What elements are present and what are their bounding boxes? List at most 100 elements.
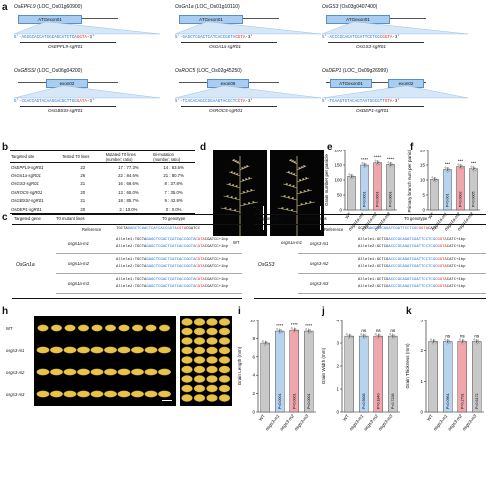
significance-stars: ns	[376, 328, 382, 333]
table-cell: 13 : 65.0%	[118, 189, 139, 195]
data-point	[361, 335, 364, 337]
mutation-size: +1bp	[456, 278, 466, 282]
grain	[131, 368, 144, 376]
seq-flank: CGATCC	[204, 258, 219, 262]
exon-label: exon01	[208, 17, 223, 22]
grain	[218, 318, 231, 326]
mutant-line-name: osgn1a-m3	[68, 281, 89, 286]
seq-flank: CATC	[446, 238, 457, 242]
data-point	[264, 344, 267, 346]
data-point	[470, 165, 473, 168]
panicle-branch	[229, 171, 241, 177]
data-point	[474, 340, 477, 343]
data-point	[433, 180, 436, 183]
seq-target: GAGCTCGACTCATCACCGGTA	[146, 245, 196, 249]
grain	[206, 318, 218, 326]
data-point	[389, 333, 392, 335]
data-point	[432, 178, 435, 181]
mutant-line-name: osgs3-m1	[310, 241, 329, 246]
panicle-grain	[305, 177, 308, 179]
data-point	[478, 341, 481, 344]
sgrna-sequence: 5'-ACCCGCAGATCGATTCCTCGCGGTA-3'	[322, 36, 400, 40]
bar	[344, 335, 354, 413]
grain	[181, 394, 193, 402]
allele-label: Allele2:	[116, 245, 135, 249]
sgrna-sequence: 5'-AGGGCACCATGGCAGCATCTCAGGTA-3'	[14, 36, 94, 40]
significance-stars: ns	[460, 333, 466, 338]
data-point	[365, 165, 368, 167]
seq-target: GAGCTCGACTCATCACCGGTA	[127, 227, 177, 231]
sgrna-sequence: 5'-TGAAGTGTACAGTAATGGCGTTGTA-3'	[322, 100, 400, 104]
panicle-branch	[286, 171, 298, 177]
panicle-grain	[283, 195, 286, 197]
data-point	[471, 167, 474, 170]
grain	[193, 327, 206, 336]
zoom-wedge-shape	[174, 86, 322, 99]
seq-flank: CATC	[446, 265, 457, 269]
data-point	[448, 339, 450, 342]
mutant-line-name: osgs3-m3	[310, 281, 329, 286]
data-point	[310, 331, 313, 333]
data-point	[432, 342, 435, 345]
grain	[193, 318, 206, 326]
significance-stars: ns	[445, 333, 451, 338]
data-point	[431, 176, 434, 179]
zoom-wedge	[13, 22, 161, 35]
panicle-branch	[239, 165, 250, 171]
data-point	[474, 168, 477, 171]
grain	[104, 346, 117, 354]
genotype-rule-bottom	[12, 298, 242, 299]
data-point	[309, 329, 311, 331]
panicle-branch	[280, 195, 298, 201]
panicle-branch	[296, 189, 313, 195]
data-point	[307, 332, 310, 334]
exon-label: exon02	[398, 81, 414, 86]
mutant-line-name: osgs3-m2	[310, 261, 329, 266]
data-point	[276, 328, 279, 330]
table-cell: 17 : 77.3%	[118, 164, 139, 170]
grain	[206, 365, 218, 374]
bar-chart-k: 0 1 2 3 Grain Thickness (mm) WT ns P=0.0961 osgs…	[405, 320, 484, 431]
zoom-wedge	[174, 22, 322, 35]
grain	[117, 346, 131, 354]
data-point	[447, 167, 450, 170]
data-point	[361, 162, 364, 164]
zoom-wedge-shape	[13, 86, 161, 99]
allele-label: Allele1:	[116, 278, 135, 282]
seq-flank: CATC	[428, 227, 438, 231]
grain	[50, 324, 63, 332]
panicle-grain	[307, 189, 310, 191]
y-axis-label: Primary branch num per panicle	[407, 150, 412, 213]
grain	[158, 390, 171, 398]
y-tick-label: 50	[337, 193, 343, 198]
scale-bar	[162, 400, 172, 401]
data-point	[435, 179, 438, 182]
mutation-size: +1bp	[218, 285, 229, 289]
panicle-grain	[232, 184, 235, 186]
significance-stars: ****	[276, 323, 283, 328]
panicle-grain	[289, 184, 292, 186]
y-tick-label: 15	[420, 163, 426, 168]
grain	[218, 394, 231, 402]
gene-name: OsDEP1	[322, 68, 342, 74]
panicle-grain	[228, 183, 231, 185]
data-point	[394, 336, 397, 338]
grain	[77, 390, 90, 398]
grain-photo-wide	[180, 316, 232, 406]
allele-label: Allele2:	[358, 265, 377, 269]
table-cell: 21	[80, 181, 86, 187]
panicle-grain	[298, 167, 301, 169]
panel-label-i: i	[238, 306, 241, 317]
seq-pam: CGTA	[195, 285, 205, 289]
data-point	[448, 169, 451, 172]
grain-row-label: osgs3-m2	[6, 370, 25, 375]
bar-chart-i: 0 2 4 6 8 10 Grain Length (mm) WT **** P<0.0001 os…	[237, 320, 316, 431]
sgrna-sequence: 5'-CGACCAGTACAAGGACGCTTGGGATA-3'	[14, 100, 94, 104]
atg-label: ATG	[346, 17, 356, 22]
y-axis-label: Grain Thickness (mm)	[405, 343, 410, 389]
seq-flank: GCTCG	[376, 265, 389, 269]
y-tick-label: 3	[420, 320, 423, 323]
p-value: P=0.1840	[376, 394, 380, 410]
zoom-wedge-shape	[13, 22, 161, 35]
target-gene-name: OsGn1a	[16, 262, 35, 268]
